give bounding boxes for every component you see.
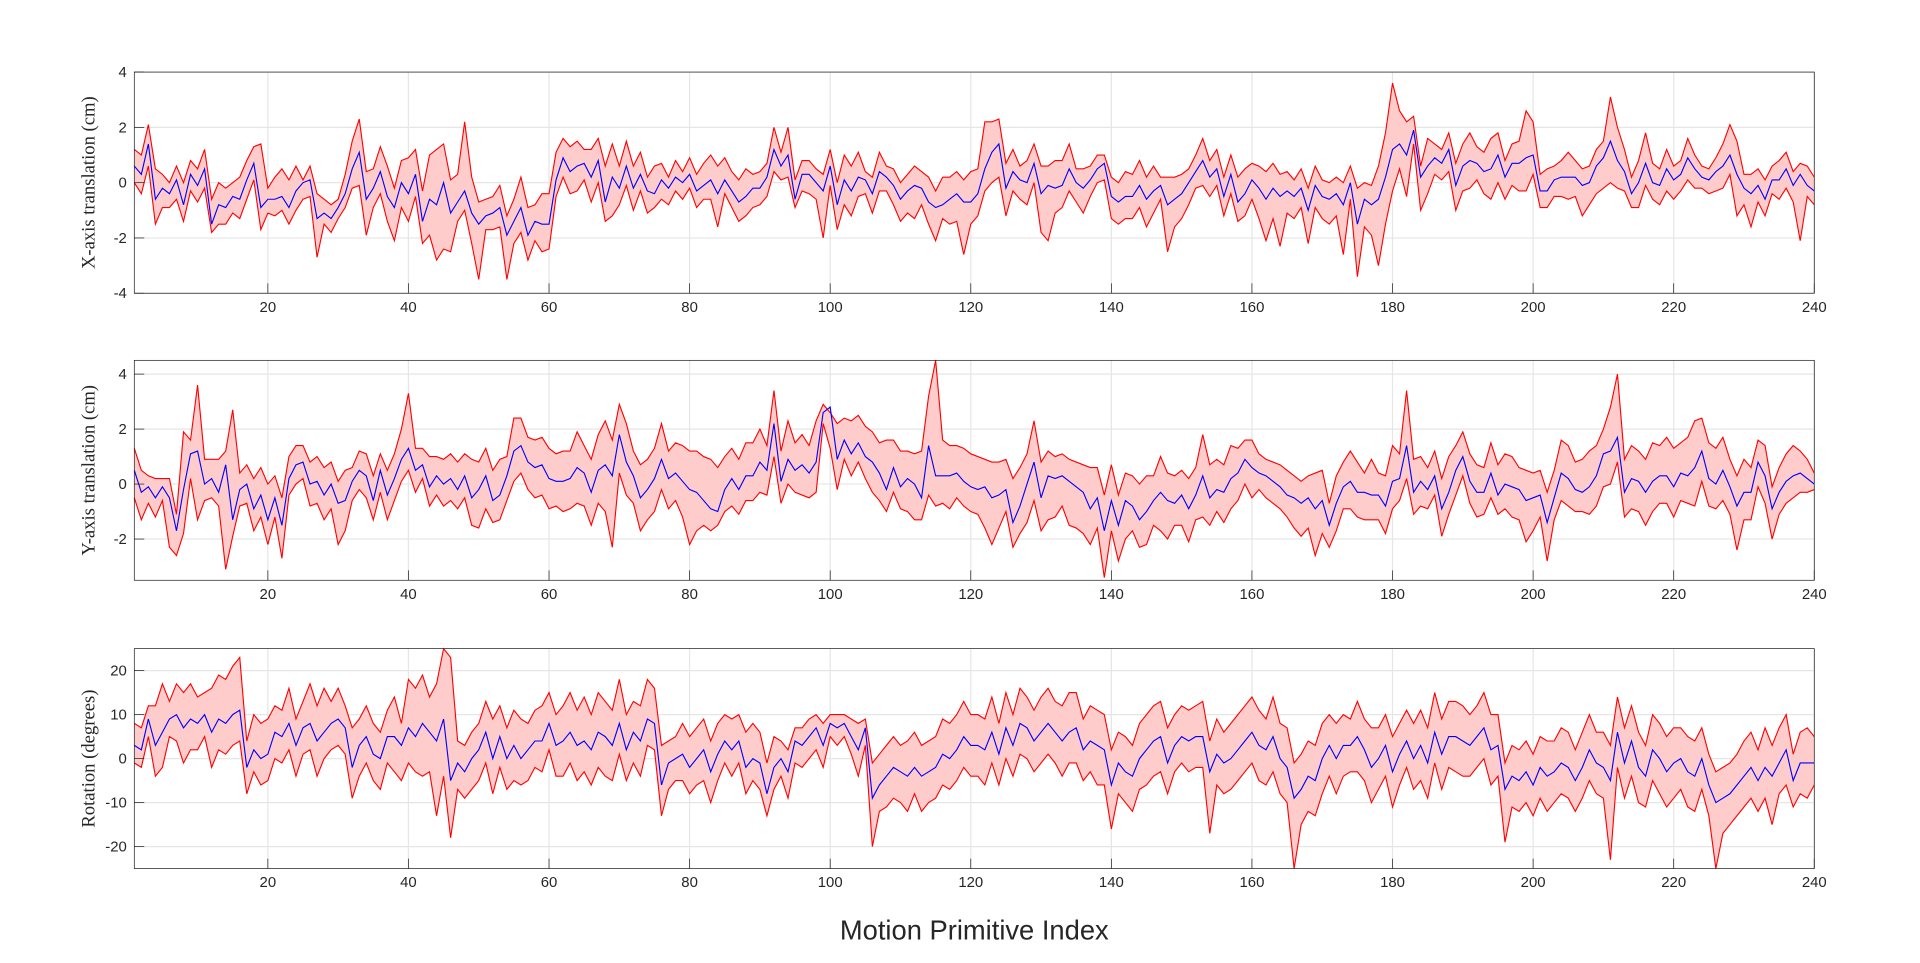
x-tick-label: 80 [681,300,698,316]
x-tick-label: 20 [260,587,277,603]
x-tick-label: 60 [541,587,558,603]
x-tick-label: 180 [1380,875,1405,891]
y-tick-label: -2 [114,231,127,247]
x-tick-label: 220 [1661,875,1686,891]
series-line [133,423,1815,578]
x-tick-label: 160 [1240,300,1265,316]
x-tick-label: 100 [818,875,843,891]
y-tick-label: -2 [114,532,127,548]
x-tick-label: 40 [400,300,417,316]
x-tick-label: 180 [1380,300,1405,316]
band [134,83,1815,280]
y-tick-label: -20 [105,840,127,856]
band [134,360,1815,578]
y-tick-label: 20 [110,664,127,680]
x-tick-label: 120 [958,587,983,603]
y-axis-label: Rotation (degrees) [79,690,100,828]
y-tick-label: 0 [119,176,127,192]
series-line [133,406,1815,531]
x-tick-label: 120 [958,875,983,891]
y-tick-label: 0 [119,477,127,493]
axes: 20 40 60 80 100 120 140 160 180 200 220 240 -20 -10 0 1… [79,647,1827,945]
y-tick-label: -4 [114,286,127,302]
x-tick-label: 20 [260,875,277,891]
series-line [133,143,1815,280]
band [134,648,1815,869]
y-tick-label: 10 [110,708,127,724]
axes-box [133,359,1815,581]
x-tick-label: 140 [1099,587,1124,603]
x-tick-label: 140 [1099,875,1124,891]
y-tick-label: 2 [119,422,127,438]
y-axis-label: X-axis translation (cm) [79,96,100,269]
x-tick-label: 40 [400,875,417,891]
x-tick-label: 60 [541,300,558,316]
y-axis-label: Y-axis translation (cm) [79,385,100,556]
x-tick-label: 160 [1240,875,1265,891]
axes: 20 40 60 80 100 120 140 160 180 200 220 240 -4 -2 0 2 4 X… [79,65,1827,316]
x-tick-label: 160 [1240,587,1265,603]
x-tick-label: 80 [681,875,698,891]
x-tick-label: 240 [1802,875,1827,891]
y-tick-label: 0 [119,752,127,768]
x-axis-label: Motion Primitive Index [840,914,1109,945]
x-tick-label: 200 [1521,300,1546,316]
x-tick-label: 60 [541,875,558,891]
x-tick-label: 40 [400,587,417,603]
x-tick-label: 200 [1521,587,1546,603]
x-tick-label: 220 [1661,587,1686,603]
y-tick-label: 4 [119,367,127,383]
x-tick-label: 100 [818,587,843,603]
x-tick-label: 140 [1099,300,1124,316]
x-tick-label: 100 [818,300,843,316]
y-tick-label: -10 [105,796,127,812]
axes: 20 40 60 80 100 120 140 160 180 200 220 240 -2 0 2 4 Y-a… [79,359,1827,603]
series-line [133,129,1815,237]
series-line [133,360,1815,515]
series-line [134,735,1815,869]
series-line [133,82,1815,218]
x-tick-label: 240 [1802,300,1827,316]
x-tick-label: 200 [1521,875,1546,891]
series-line [134,647,1815,773]
x-tick-label: 120 [958,300,983,316]
x-tick-label: 220 [1661,300,1686,316]
y-tick-label: 2 [119,120,127,136]
x-tick-label: 180 [1380,587,1405,603]
x-tick-label: 240 [1802,587,1827,603]
x-tick-label: 20 [260,300,277,316]
x-tick-label: 80 [681,587,698,603]
series-line [134,709,1815,804]
y-tick-label: 4 [119,65,127,81]
